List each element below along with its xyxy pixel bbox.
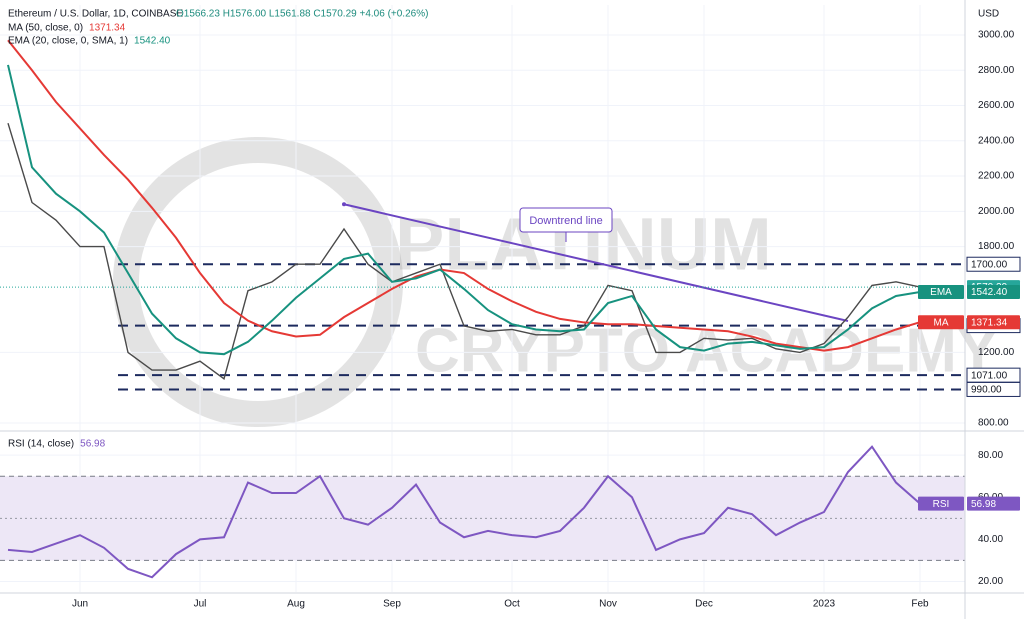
series-tag-box <box>918 285 964 300</box>
symbol-title: Ethereum / U.S. Dollar, 1D, COINBASE <box>8 9 183 20</box>
series-line <box>7 39 921 352</box>
series-tag-box <box>918 315 964 330</box>
x-tick-label: Feb <box>911 599 929 610</box>
series-line <box>7 64 921 356</box>
annotation-box <box>519 207 613 233</box>
y-tick-label: 2400.00 <box>978 135 1015 146</box>
y-tick-label: 1200.00 <box>978 347 1015 358</box>
series-tag: RSI <box>933 499 950 510</box>
axis-unit: USD <box>978 9 999 20</box>
y-tick-label: 2600.00 <box>978 100 1015 111</box>
y-tick-label: 2000.00 <box>978 206 1015 217</box>
legend-value: 1371.34 <box>89 23 126 34</box>
legend-value: 1542.40 <box>134 36 171 47</box>
y-tick-label: 2200.00 <box>978 171 1015 182</box>
series-tag: EMA <box>930 287 952 298</box>
legend-entry: MA (50, close, 0) <box>8 23 83 34</box>
price-tag-label: 56.98 <box>971 499 996 510</box>
price-tag-label: 1542.40 <box>971 287 1008 298</box>
level-tag <box>966 381 1021 397</box>
y-tick-label: 1800.00 <box>978 241 1015 252</box>
x-tick-label: Aug <box>287 599 305 610</box>
ohlc: O1566.23 H1576.00 L1561.88 C1570.29 +4.0… <box>176 9 428 20</box>
annotation: Downtrend line <box>529 215 602 227</box>
x-tick-label: Dec <box>695 599 713 610</box>
price-tag <box>967 285 1020 300</box>
series-tag: MA <box>934 317 949 328</box>
price-tag <box>967 315 1020 330</box>
y-tick-label: 40.00 <box>978 534 1003 545</box>
y-tick-label: 20.00 <box>978 576 1003 587</box>
x-tick-label: Oct <box>504 599 520 610</box>
series-line <box>7 445 921 579</box>
price-tag <box>967 496 1020 511</box>
y-tick-label: 2800.00 <box>978 65 1015 76</box>
legend-entry: EMA (20, close, 0, SMA, 1) <box>8 36 128 47</box>
x-tick-label: Jul <box>194 599 207 610</box>
price-tag-label: 1371.34 <box>971 317 1008 328</box>
level-tag <box>966 256 1021 272</box>
y-tick-label: 80.00 <box>978 450 1003 461</box>
series-line <box>7 122 921 381</box>
trendline <box>343 203 849 322</box>
plot-layer: 800.00 1200.00 1800.00 2000.00 2200.00 2400.0… <box>0 5 1021 610</box>
x-tick-label: Nov <box>599 599 617 610</box>
x-tick-label: Sep <box>383 599 401 610</box>
series-tag-box <box>918 496 964 511</box>
watermark-ring <box>113 137 403 427</box>
level-tag-label: 990.00 <box>971 385 1002 396</box>
trendline-handle <box>342 202 346 207</box>
y-tick-label: 800.00 <box>978 418 1009 429</box>
legend-entry: RSI (14, close) <box>8 439 74 450</box>
level-tag-label: 1700.00 <box>971 259 1008 270</box>
y-tick-label: 3000.00 <box>978 30 1015 41</box>
level-tag-label: 1071.00 <box>971 370 1008 381</box>
legend-value: 56.98 <box>80 439 105 450</box>
x-tick-label: 2023 <box>813 599 836 610</box>
x-tick-label: Jun <box>72 599 88 610</box>
